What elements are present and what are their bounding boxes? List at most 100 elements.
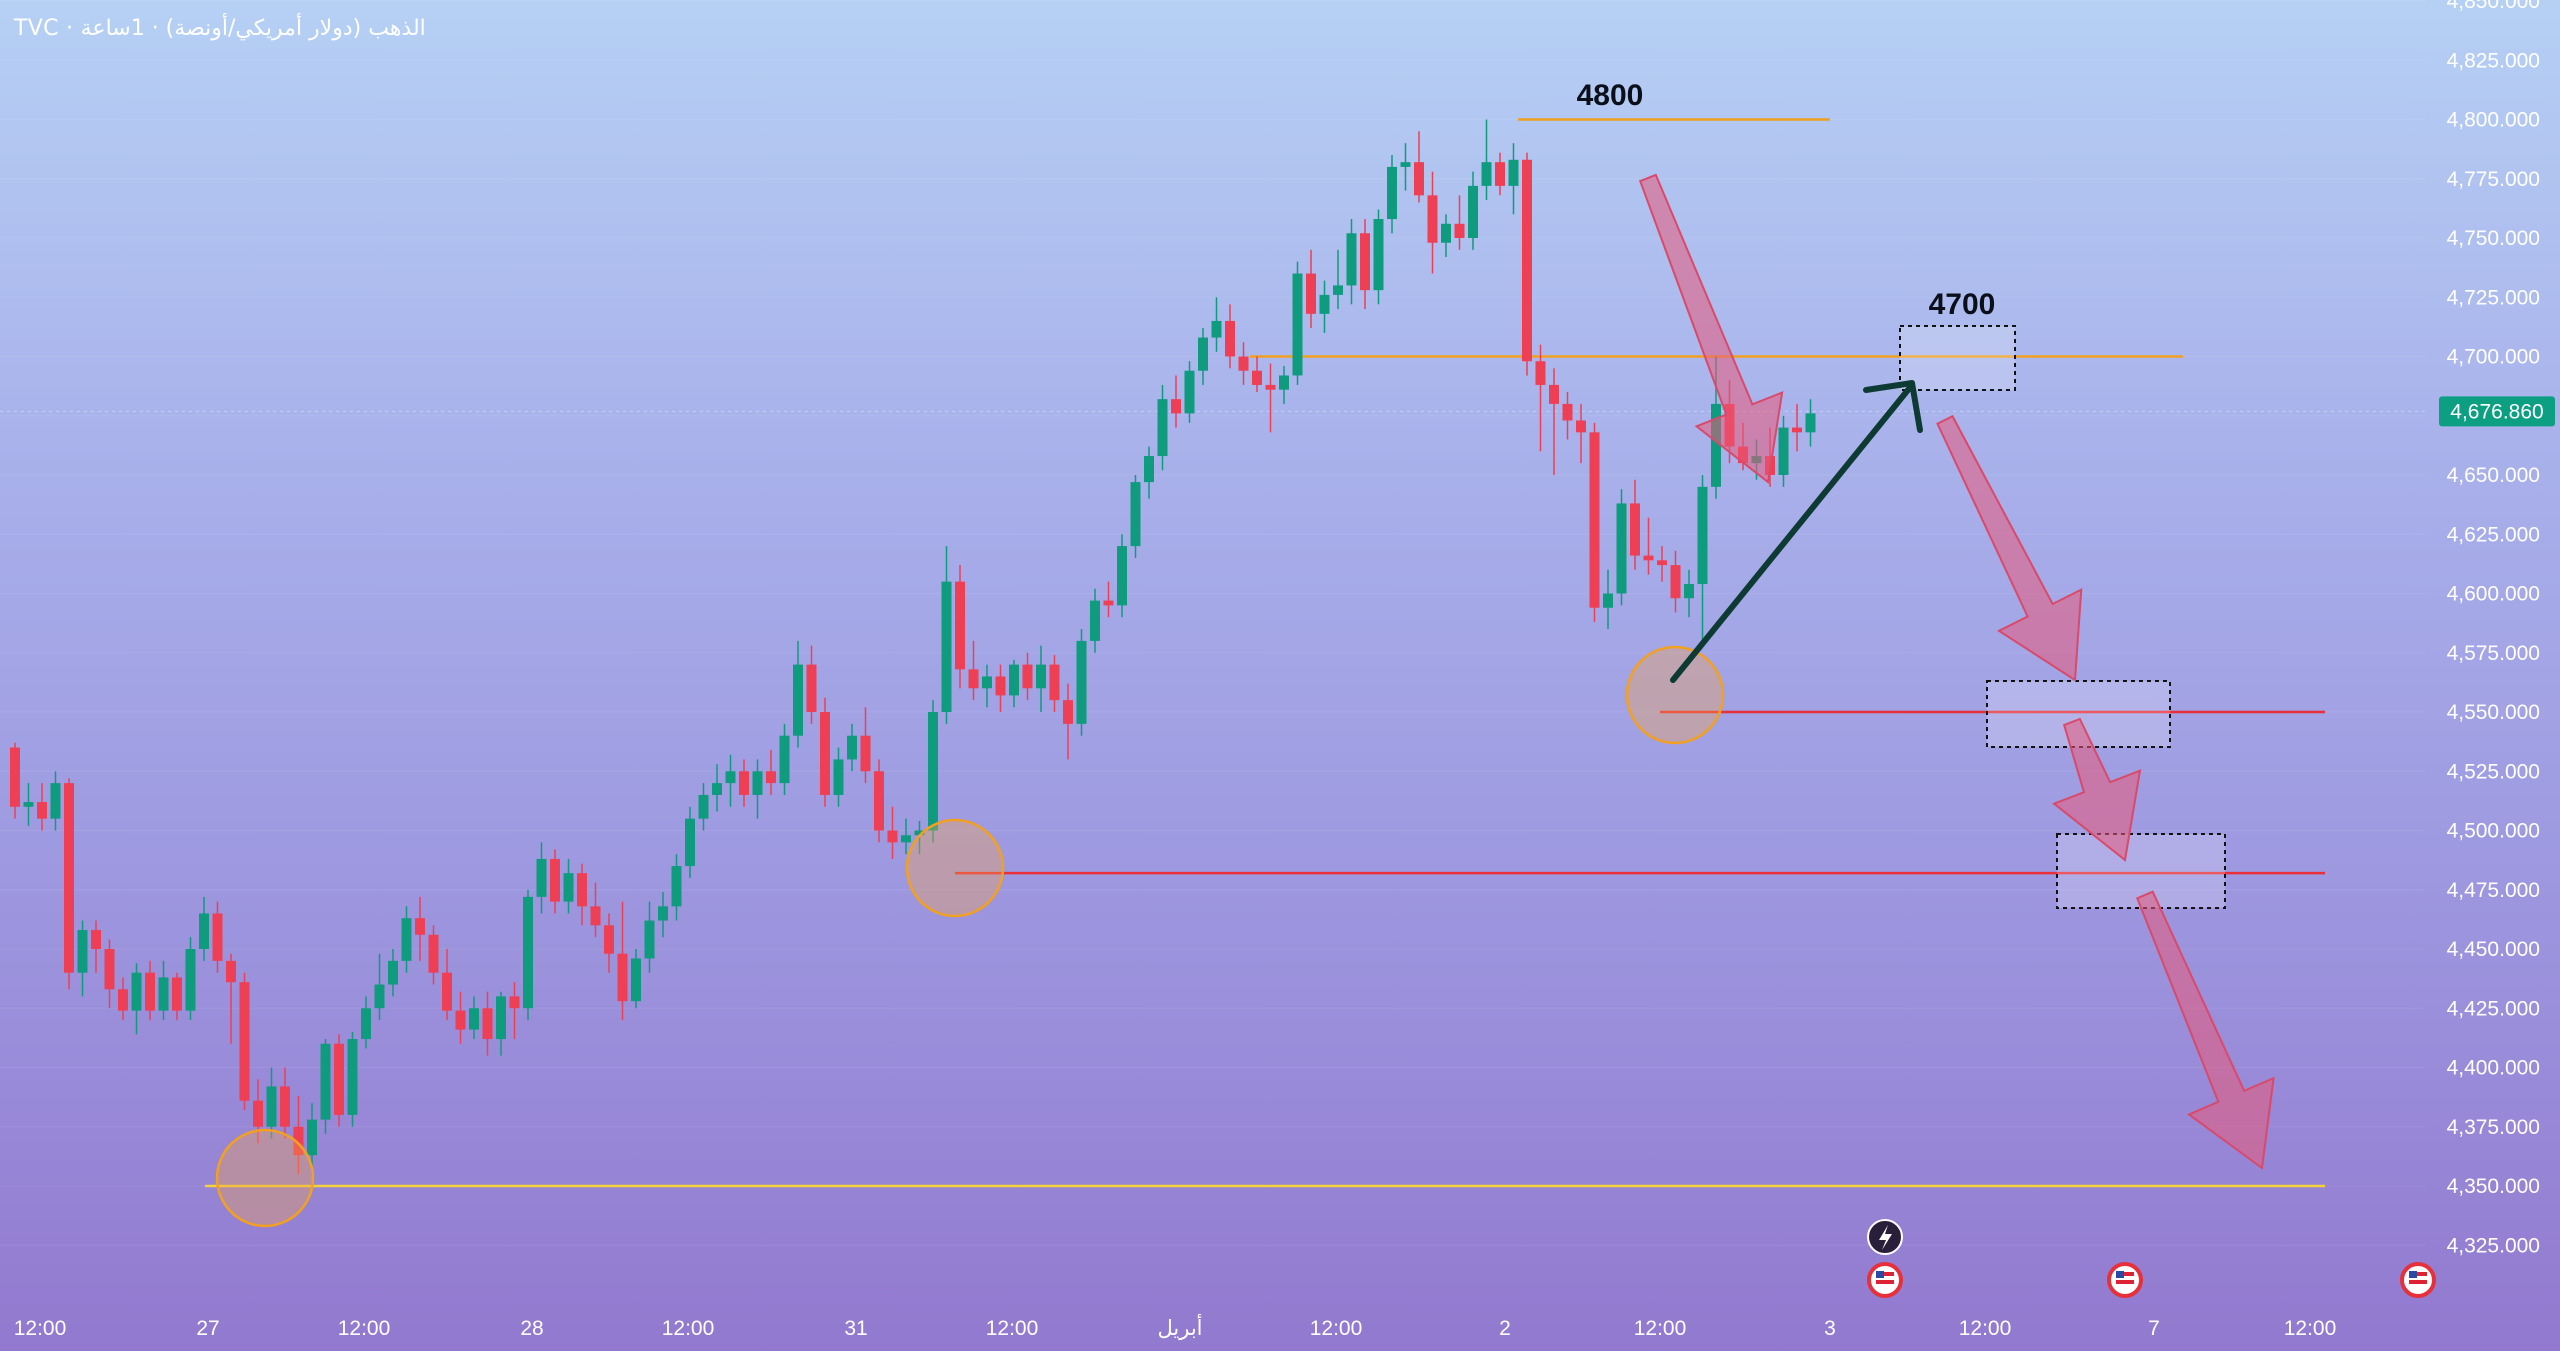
candle-body xyxy=(266,1086,277,1127)
candle-body xyxy=(1481,162,1492,186)
candle-body xyxy=(847,735,857,760)
candle-body xyxy=(941,581,952,712)
candle-body xyxy=(766,771,776,784)
candle-body xyxy=(401,918,412,961)
candle-body xyxy=(172,977,182,1011)
candle-body xyxy=(739,771,749,795)
candle-body xyxy=(1805,413,1816,433)
price-tick: 4,850.000 xyxy=(2447,0,2540,13)
candle-body xyxy=(91,930,101,949)
candle-body xyxy=(1346,233,1357,286)
candle-body xyxy=(347,1039,358,1115)
time-tick: 3 xyxy=(1824,1317,1836,1340)
candle-body xyxy=(779,735,790,784)
candle-body xyxy=(1022,664,1033,689)
candle-body xyxy=(1508,159,1519,186)
candle-body xyxy=(1603,593,1613,608)
candle-body xyxy=(658,906,668,921)
candle-body xyxy=(1414,162,1424,196)
candle-body xyxy=(77,930,88,973)
price-tick: 4,525.000 xyxy=(2447,760,2540,783)
candle-body xyxy=(131,972,142,1011)
candles-group xyxy=(10,119,1816,1175)
candle-body xyxy=(968,669,979,689)
candle-body xyxy=(887,830,898,843)
candle-body xyxy=(455,1010,466,1030)
time-tick: 12:00 xyxy=(986,1317,1039,1340)
candle-body xyxy=(1333,285,1343,295)
price-tick: 4,725.000 xyxy=(2447,286,2540,309)
flag-stripe xyxy=(1876,1280,1894,1284)
candle-body xyxy=(239,982,250,1101)
candle-body xyxy=(415,918,425,935)
candle-body xyxy=(1292,273,1303,376)
swing-low-circle xyxy=(1625,645,1725,745)
candle-body xyxy=(253,1100,263,1127)
candle-body xyxy=(1117,546,1127,606)
current-price-label: 4,676.860 xyxy=(2450,400,2543,423)
price-tick: 4,750.000 xyxy=(2447,227,2540,250)
candle-body xyxy=(833,759,844,795)
candle-body xyxy=(1643,555,1654,561)
time-tick: 12:00 xyxy=(338,1317,391,1340)
candle-body xyxy=(1535,361,1546,385)
candle-body xyxy=(617,953,628,1002)
time-tick: 12:00 xyxy=(1634,1317,1687,1340)
price-tick: 4,575.000 xyxy=(2447,642,2540,665)
level-label-4800: 4800 xyxy=(1577,79,1644,112)
candle-body xyxy=(685,818,695,867)
candle-body xyxy=(1468,185,1478,238)
candle-body xyxy=(577,873,587,907)
candle-body xyxy=(1076,640,1087,724)
candle-body xyxy=(145,972,155,1011)
candle-body xyxy=(1171,399,1181,414)
candle-body xyxy=(1225,320,1235,357)
candle-body xyxy=(1157,399,1168,457)
candle-body xyxy=(1306,273,1316,314)
flag-stripe xyxy=(2409,1280,2427,1284)
current-price-tag xyxy=(2439,396,2555,427)
candle-body xyxy=(1144,456,1154,483)
time-tick: 12:00 xyxy=(1310,1317,1363,1340)
candle-body xyxy=(442,972,452,1011)
candle-body xyxy=(293,1126,304,1156)
time-tick: 12:00 xyxy=(14,1317,67,1340)
swing-low-circle xyxy=(905,818,1005,918)
flag-stripe xyxy=(2116,1272,2134,1276)
lightning-glyph xyxy=(1879,1225,1892,1250)
flag-canton xyxy=(2116,1271,2124,1278)
candle-body xyxy=(1198,337,1208,371)
candle-body xyxy=(590,906,601,926)
candle-body xyxy=(280,1086,290,1127)
price-axis: 4,850.000 4,825.000 4,800.000 4,775.000 4,75… xyxy=(2439,0,2555,1257)
candle-body xyxy=(23,802,34,807)
candle-body xyxy=(185,949,196,1011)
candle-body xyxy=(1630,503,1640,556)
time-tick: 12:00 xyxy=(2284,1317,2337,1340)
time-tick: 12:00 xyxy=(662,1317,715,1340)
candle-body xyxy=(428,934,439,973)
price-tick: 4,775.000 xyxy=(2447,168,2540,191)
candle-body xyxy=(1454,223,1465,238)
candle-body xyxy=(1495,162,1505,186)
price-tick: 4,450.000 xyxy=(2447,938,2540,961)
candle-body xyxy=(1427,195,1438,243)
target-zone-box xyxy=(1899,325,2016,391)
price-tick: 4,500.000 xyxy=(2447,820,2540,843)
candle-body xyxy=(1373,219,1384,291)
time-tick: 12:00 xyxy=(1959,1317,2012,1340)
candle-body xyxy=(1684,584,1694,599)
candle-body xyxy=(37,802,47,819)
swing-low-circle xyxy=(215,1128,315,1228)
candle-body xyxy=(860,735,871,772)
candle-body xyxy=(1549,384,1559,404)
candle-body xyxy=(226,960,236,983)
candle-body xyxy=(1778,427,1789,475)
flag-canton xyxy=(1876,1271,1884,1278)
horizontal-levels xyxy=(0,118,2425,1188)
flag-canton xyxy=(2409,1271,2417,1278)
candle-body xyxy=(1616,503,1627,594)
symbol-title: TVC · الذهب (دولار أمريكي/أونصة) · 1ساعة xyxy=(14,16,426,41)
candle-body xyxy=(1009,664,1019,696)
